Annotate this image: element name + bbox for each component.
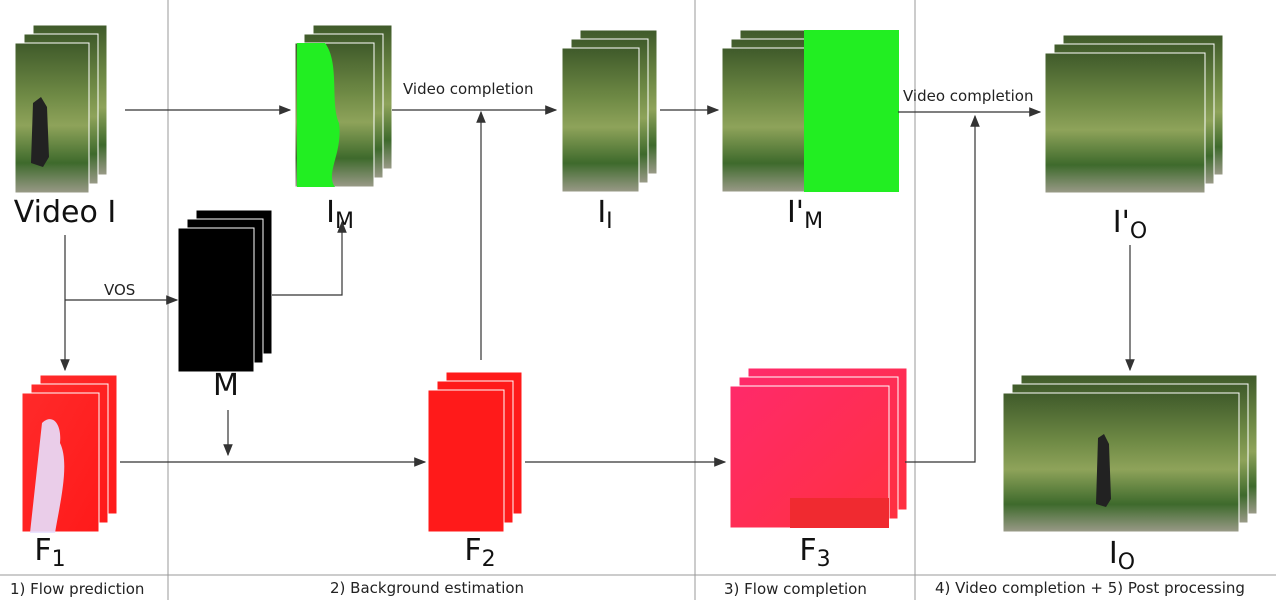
image-stacks	[15, 25, 1257, 533]
frame	[1045, 53, 1205, 193]
frame	[1003, 393, 1239, 532]
frame	[562, 48, 639, 192]
pipeline-diagram: Video completion Video completion VOS Vi…	[0, 0, 1276, 601]
node-label: IM	[326, 195, 354, 234]
person	[31, 97, 49, 167]
flow-region	[790, 498, 889, 528]
stage-label: 4) Video completion + 5) Post processing	[935, 579, 1245, 597]
node-label: F1	[34, 533, 65, 572]
node-label: I'M	[787, 195, 823, 234]
edge-label: VOS	[104, 281, 135, 299]
node-label: M	[213, 368, 239, 403]
stage-label: 3) Flow completion	[724, 580, 867, 598]
mask-region	[804, 30, 899, 192]
node-label: IO	[1109, 536, 1135, 575]
node-label: F2	[464, 533, 495, 572]
node-label: F3	[799, 533, 830, 572]
edge-label: Video completion	[903, 87, 1033, 105]
person	[1096, 434, 1111, 507]
node-label: II	[597, 195, 612, 234]
edge-label: Video completion	[403, 80, 533, 98]
frame	[178, 228, 254, 372]
frame	[15, 43, 89, 193]
node-label: Video I	[14, 195, 116, 230]
node-label: I'O	[1113, 205, 1147, 244]
stage-label: 1) Flow prediction	[10, 580, 144, 598]
frame	[428, 390, 504, 532]
stage-label: 2) Background estimation	[330, 579, 524, 597]
arrow	[272, 222, 342, 295]
